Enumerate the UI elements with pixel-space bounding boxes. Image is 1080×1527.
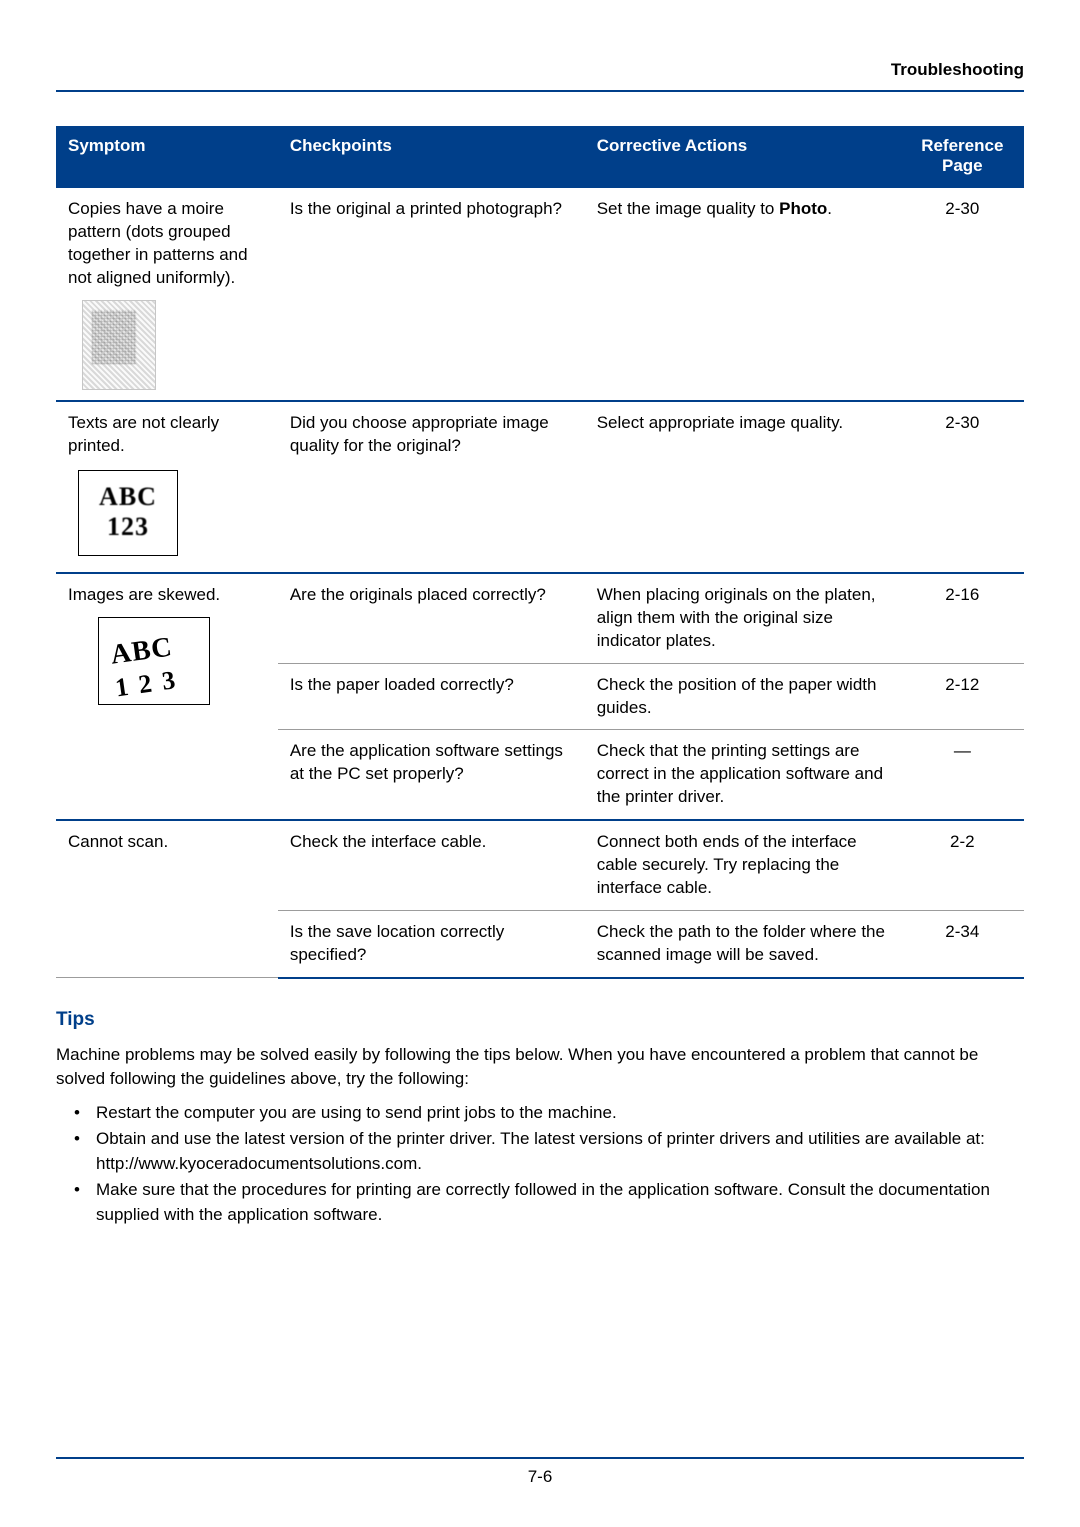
list-item: Make sure that the procedures for printi… [74,1178,1024,1227]
table-row: Images are skewed. ABC 1 2 3 Are the ori… [56,573,1024,663]
reference-cell: 2-34 [901,911,1024,978]
checkpoint-cell: Did you choose appropriate image quality… [278,401,585,573]
col-symptom: Symptom [56,126,278,187]
action-suffix: . [827,199,832,218]
action-cell: Check the path to the folder where the s… [585,911,901,978]
moire-inner-icon [92,310,136,364]
table-row: Texts are not clearly printed. ABC 123 D… [56,401,1024,573]
footer-rule [56,1457,1024,1459]
symptom-cell-scan: Cannot scan. [56,820,278,978]
symptom-cell-moire: Copies have a moire pattern (dots groupe… [56,187,278,401]
action-cell: Check that the printing settings are cor… [585,730,901,820]
document-page: Troubleshooting Symptom Checkpoints Corr… [0,0,1080,1527]
figure-abc: ABC [109,633,174,669]
page-number: 7-6 [528,1467,553,1486]
col-corrective: Corrective Actions [585,126,901,187]
action-cell: When placing originals on the platen, al… [585,573,901,663]
action-prefix: Set the image quality to [597,199,779,218]
reference-cell: 2-2 [901,820,1024,910]
symptom-text: Texts are not clearly printed. [68,413,219,455]
action-cell: Set the image quality to Photo. [585,187,901,401]
action-cell: Check the position of the paper width gu… [585,663,901,730]
tips-heading: Tips [56,1009,1024,1031]
reference-cell: — [901,730,1024,820]
table-row: Cannot scan. Check the interface cable. … [56,820,1024,910]
reference-cell: 2-16 [901,573,1024,663]
page-footer: 7-6 [56,1457,1024,1487]
action-cell: Connect both ends of the interface cable… [585,820,901,910]
skewed-image-icon: ABC 1 2 3 [98,617,210,705]
checkpoint-cell: Are the originals placed correctly? [278,573,585,663]
checkpoint-cell: Is the save location correctly specified… [278,911,585,978]
col-reference-line1: Reference [921,136,1003,155]
skew-inner-icon: ABC 1 2 3 [109,633,179,701]
tips-list: Restart the computer you are using to se… [56,1101,1024,1228]
action-cell: Select appropriate image quality. [585,401,901,573]
list-item: Restart the computer you are using to se… [74,1101,1024,1126]
list-item: Obtain and use the latest version of the… [74,1127,1024,1176]
reference-cell: 2-30 [901,187,1024,401]
table-header-row: Symptom Checkpoints Corrective Actions R… [56,126,1024,187]
reference-cell: 2-12 [901,663,1024,730]
symptom-cell-skewed: Images are skewed. ABC 1 2 3 [56,573,278,821]
symptom-text: Cannot scan. [68,832,168,851]
checkpoint-cell: Are the application software settings at… [278,730,585,820]
troubleshooting-table: Symptom Checkpoints Corrective Actions R… [56,126,1024,979]
symptom-text: Images are skewed. [68,585,220,604]
col-checkpoints: Checkpoints [278,126,585,187]
checkpoint-cell: Is the original a printed photograph? [278,187,585,401]
blurry-text-icon: ABC 123 [78,470,178,556]
symptom-cell-texts: Texts are not clearly printed. ABC 123 [56,401,278,573]
moire-pattern-icon [82,300,156,390]
symptom-text: Copies have a moire pattern (dots groupe… [68,199,248,287]
action-bold: Photo [779,199,827,218]
col-reference-line2: Page [942,156,983,175]
reference-cell: 2-30 [901,401,1024,573]
page-header-title: Troubleshooting [56,60,1024,92]
checkpoint-cell: Check the interface cable. [278,820,585,910]
table-row: Copies have a moire pattern (dots groupe… [56,187,1024,401]
tips-paragraph: Machine problems may be solved easily by… [56,1043,1024,1091]
figure-123: 1 2 3 [114,667,179,701]
checkpoint-cell: Is the paper loaded correctly? [278,663,585,730]
col-reference: Reference Page [901,126,1024,187]
figure-123: 123 [107,511,149,542]
figure-abc: ABC [99,483,157,512]
